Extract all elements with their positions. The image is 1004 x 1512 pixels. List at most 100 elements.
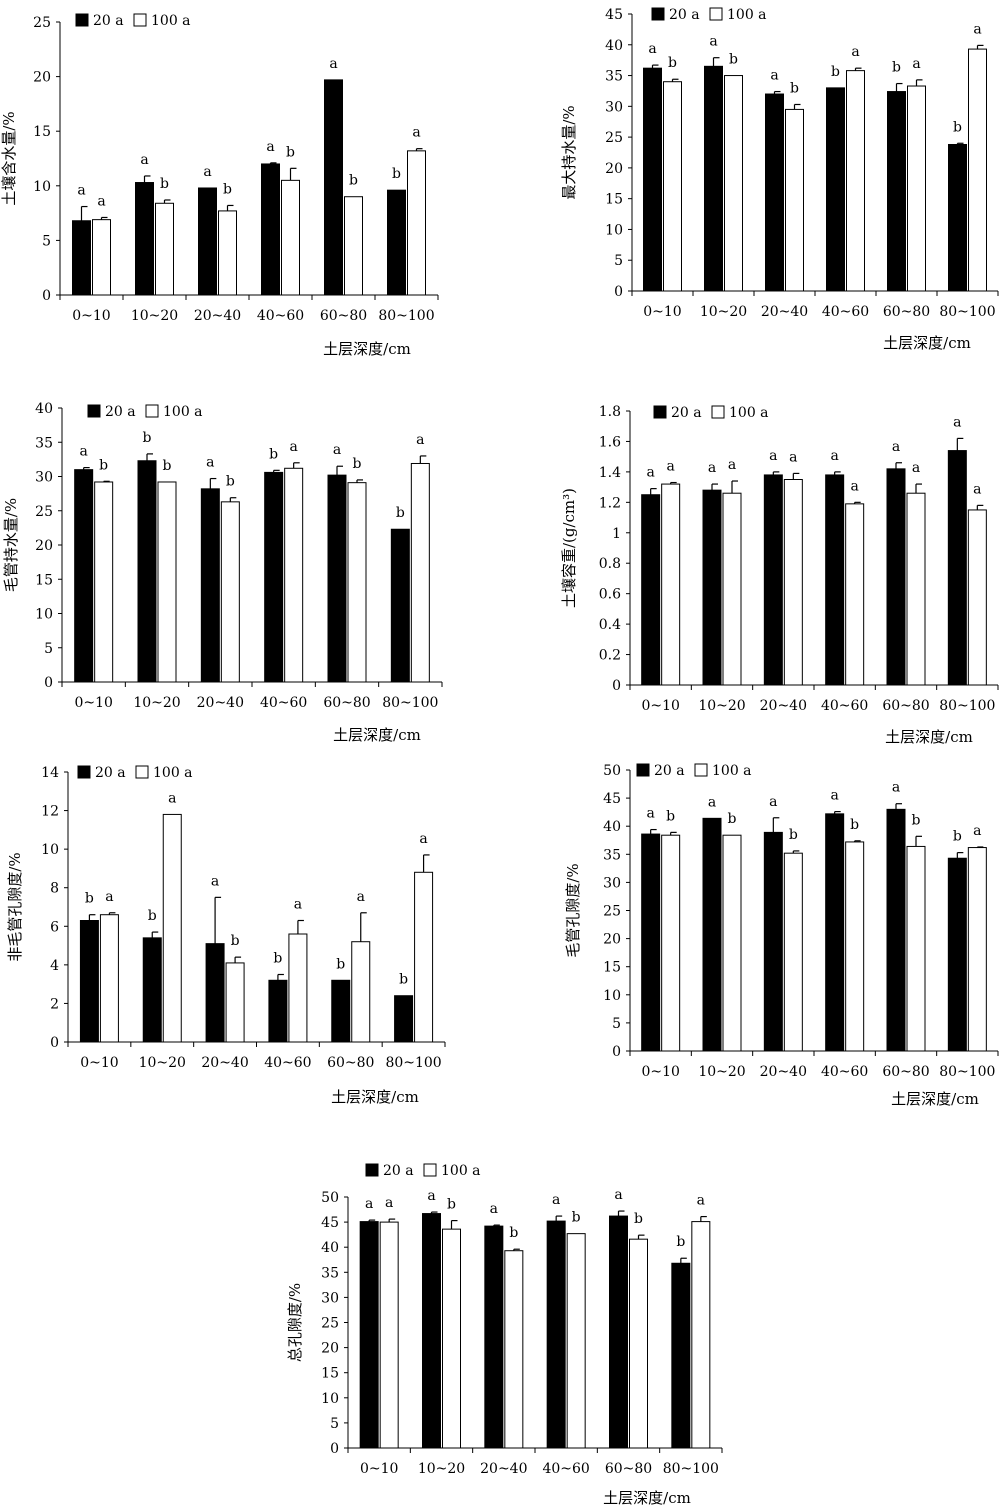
significance-letter: a: [973, 481, 981, 497]
bar-100a: [845, 503, 865, 686]
x-tick-label: 0~10: [360, 1461, 398, 1477]
significance-letter: a: [206, 455, 214, 471]
significance-letter: a: [427, 1188, 435, 1204]
y-tick-label: 30: [321, 1290, 339, 1306]
significance-letter: a: [769, 794, 777, 810]
y-tick-label: 35: [321, 1265, 339, 1281]
bar-100a: [722, 492, 742, 686]
significance-letter: b: [509, 1225, 518, 1241]
bar-100a: [155, 202, 174, 296]
x-axis-title: 土层深度/cm: [323, 340, 411, 358]
bar-100a: [410, 462, 430, 683]
legend-swatch: [694, 763, 708, 777]
significance-letter: b: [850, 817, 859, 833]
x-tick-label: 0~10: [80, 1055, 118, 1071]
y-tick-label: 5: [42, 233, 51, 249]
significance-letter: a: [416, 432, 424, 448]
significance-letter: a: [77, 183, 85, 199]
significance-letter: a: [97, 193, 105, 209]
y-tick-label: 1.2: [599, 495, 621, 511]
bar-20a: [74, 469, 94, 683]
legend-label: 20 a: [93, 13, 124, 29]
bar-100a: [783, 852, 803, 1052]
x-tick-label: 40~60: [257, 308, 304, 324]
bar-20a: [205, 943, 225, 1043]
chart-panel-7: 0 5 10 15 20 25 30 35 40 45 50 0~10 10~20 20~40 40~60 6…: [286, 1163, 723, 1507]
x-tick-label: 60~80: [605, 1461, 652, 1477]
significance-letter: b: [447, 1197, 456, 1213]
y-tick-label: 0: [42, 288, 51, 304]
bar-20a: [609, 1215, 628, 1449]
x-tick-label: 80~100: [378, 308, 434, 324]
significance-letter: a: [708, 794, 716, 810]
y-tick-label: 0: [612, 1044, 621, 1060]
significance-letter: a: [728, 457, 736, 473]
y-tick-label: 50: [321, 1190, 339, 1206]
bar-100a: [906, 845, 926, 1052]
significance-letter: a: [329, 56, 337, 72]
y-tick-label: 20: [605, 161, 623, 177]
significance-letter: b: [728, 811, 737, 827]
bar-20a: [261, 163, 280, 296]
y-tick-label: 12: [41, 804, 59, 820]
significance-letter: b: [729, 52, 738, 68]
significance-letter: b: [223, 181, 232, 197]
y-tick-label: 30: [35, 470, 53, 486]
y-tick-label: 15: [321, 1366, 339, 1382]
bar-100a: [225, 962, 245, 1043]
bar-100a: [785, 108, 804, 292]
x-tick-label: 10~20: [698, 698, 745, 714]
significance-letter: b: [634, 1211, 643, 1227]
legend-label: 100 a: [441, 1163, 481, 1179]
legend-label: 100 a: [727, 7, 767, 23]
bar-20a: [641, 833, 661, 1052]
significance-letter: a: [648, 41, 656, 57]
y-tick-label: 0.6: [599, 587, 621, 603]
significance-letter: a: [294, 897, 302, 913]
significance-letter: a: [266, 139, 274, 155]
significance-letter: b: [353, 456, 362, 472]
x-axis-title: 土层深度/cm: [333, 726, 421, 744]
significance-letter: a: [365, 1196, 373, 1212]
y-tick-label: 25: [603, 904, 621, 920]
bar-20a: [142, 937, 162, 1043]
chart-panel-6: 0 5 10 15 20 25 30 35 40 45 50 0~10 10~20 20~40 40~60 6…: [564, 763, 999, 1108]
legend-label: 100 a: [163, 404, 203, 420]
significance-letter: a: [830, 788, 838, 804]
bar-100a: [663, 81, 682, 292]
y-tick-label: 0: [612, 678, 621, 694]
chart-panel-1: 0 5 10 15 20 25 0~10 10~20 20~40 40~60 60~80 80~100…: [0, 13, 439, 358]
significance-letter: a: [211, 873, 219, 889]
x-tick-label: 80~100: [382, 695, 438, 711]
significance-letter: b: [572, 1210, 581, 1226]
legend-label: 20 a: [383, 1163, 414, 1179]
y-tick-label: 45: [605, 7, 623, 23]
y-tick-label: 5: [614, 253, 623, 269]
x-tick-label: 80~100: [939, 1064, 995, 1080]
y-axis-title: 毛管孔隙度/%: [564, 863, 582, 957]
bar-100a: [157, 481, 177, 683]
bar-100a: [724, 75, 743, 292]
bar-100a: [845, 841, 865, 1052]
significance-letter: a: [912, 460, 920, 476]
significance-letter: a: [973, 823, 981, 839]
bar-20a: [264, 471, 284, 683]
significance-letter: b: [286, 144, 295, 160]
bar-100a: [907, 85, 926, 292]
bar-100a: [284, 467, 304, 683]
y-tick-label: 4: [50, 958, 59, 974]
x-axis-title: 土层深度/cm: [883, 334, 971, 352]
legend-swatch: [423, 1163, 437, 1177]
bar-100a: [968, 48, 987, 292]
x-tick-label: 0~10: [641, 698, 679, 714]
bar-20a: [947, 450, 967, 686]
bar-100a: [967, 509, 987, 686]
x-tick-label: 40~60: [822, 304, 869, 320]
x-tick-label: 20~40: [760, 1064, 807, 1080]
x-tick-label: 80~100: [385, 1055, 441, 1071]
legend-swatch: [145, 404, 159, 418]
x-tick-label: 80~100: [939, 304, 995, 320]
y-tick-label: 10: [603, 988, 621, 1004]
x-tick-label: 60~80: [883, 304, 930, 320]
significance-letter: b: [143, 430, 152, 446]
